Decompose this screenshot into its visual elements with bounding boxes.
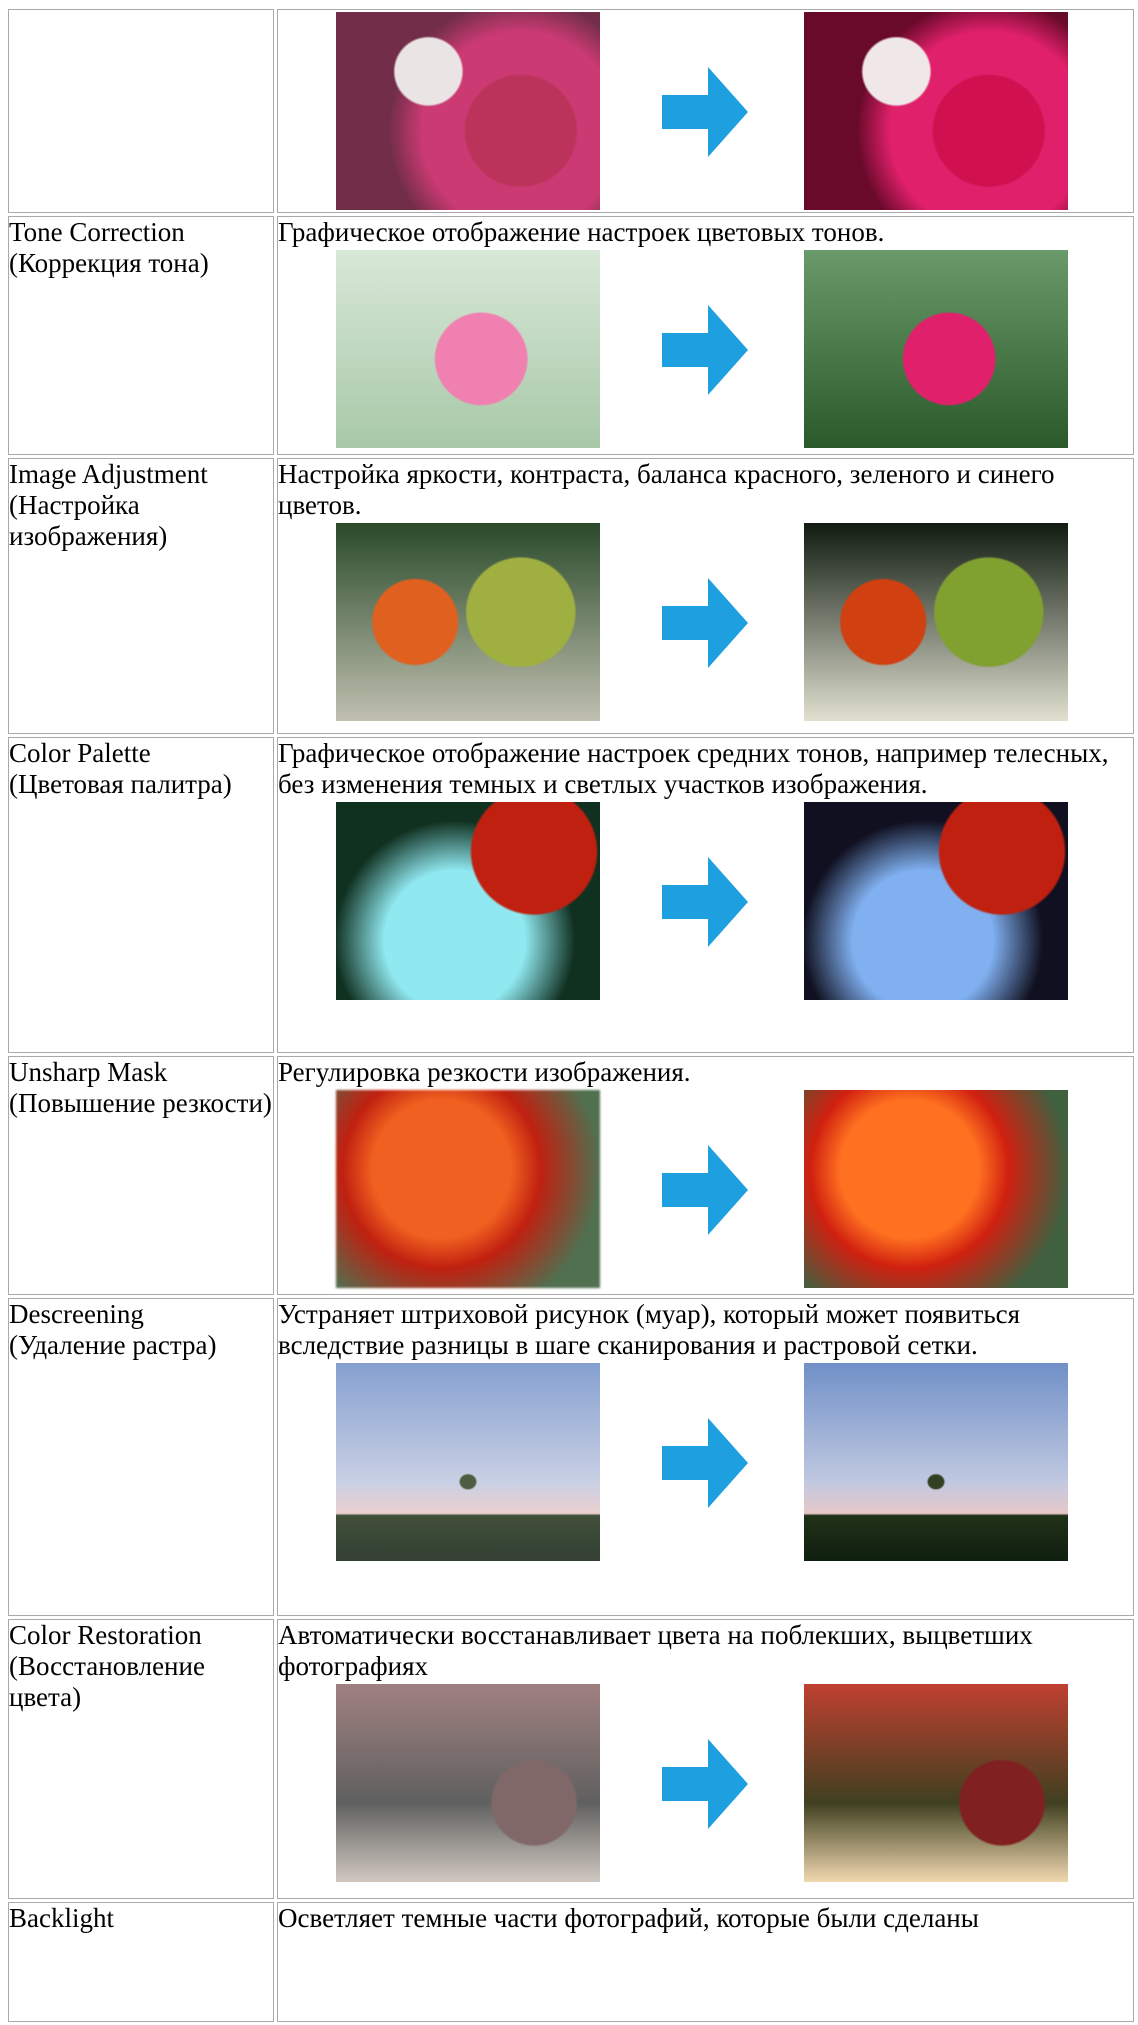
example-images [278,250,1133,450]
photo-after [804,1684,1068,1882]
label-cell: Tone Correction (Коррекция тона) [8,216,274,455]
description-cell: Регулировка резкости изображения. [277,1056,1134,1295]
feature-name: Tone Correction [9,217,185,247]
photo-before [336,802,600,1000]
example-images [278,802,1133,1002]
label-cell [8,9,274,213]
description: Осветляет темные части фотографий, котор… [278,1903,979,1933]
description-cell: Графическое отображение настроек средних… [277,737,1134,1053]
example-images [278,523,1133,723]
table-row: Descreening (Удаление растра) Устраняет шт… [8,1298,1134,1616]
example-images [278,1363,1133,1563]
photo-before [336,523,600,721]
arrow [662,1739,748,1829]
table-row: Backlight Осветляет темные части фотограф… [8,1902,1134,2022]
description-cell: Осветляет темные части фотографий, котор… [277,1902,1134,2022]
photo-after [804,1090,1068,1288]
label-cell: Unsharp Mask (Повышение резкости) [8,1056,274,1295]
feature-name: Backlight [9,1903,114,1933]
feature-name: Image Adjustment [9,459,208,489]
feature-name: Color Restoration [9,1620,202,1650]
feature-name-ru: (Восстановление цвета) [9,1651,205,1712]
description-cell: Графическое отображение настроек цветовы… [277,216,1134,455]
photo-before [336,1363,600,1561]
photo-after [804,1363,1068,1561]
table-row: Color Palette (Цветовая палитра) Графическ… [8,737,1134,1053]
feature-name: Unsharp Mask [9,1057,168,1087]
arrow [662,305,748,395]
table-body: Tone Correction (Коррекция тона) Графическ… [8,9,1134,2022]
arrow [662,1145,748,1235]
description-cell: Автоматически восстанавливает цвета на п… [277,1619,1134,1899]
description: Графическое отображение настроек цветовы… [278,217,885,247]
photo-after [804,12,1068,210]
table-row [8,9,1134,213]
example-images [278,12,1133,212]
example-images [278,1090,1133,1290]
example-images [278,1684,1133,1884]
table-row: Unsharp Mask (Повышение резкости) Регулиро… [8,1056,1134,1295]
photo-after [804,802,1068,1000]
photo-after [804,523,1068,721]
photo-before [336,12,600,210]
page: {"rows": [ {"label": ["Tone Correction",… [0,6,1138,2022]
description-cell: Устраняет штриховой рисунок (муар), кото… [277,1298,1134,1616]
table-row: Image Adjustment (Настройка изображения) Н… [8,458,1134,734]
label-cell: Descreening (Удаление растра) [8,1298,274,1616]
label-cell: Image Adjustment (Настройка изображения) [8,458,274,734]
table-row: Color Restoration (Восстановление цвета) А… [8,1619,1134,1899]
table-row: Tone Correction (Коррекция тона) Графическ… [8,216,1134,455]
feature-name-ru: (Настройка изображения) [9,490,168,551]
feature-name-ru: (Цветовая палитра) [9,769,232,799]
description: Графическое отображение настроек средних… [278,738,1109,799]
arrow [662,1418,748,1508]
feature-name-ru: (Коррекция тона) [9,248,209,278]
feature-table: Tone Correction (Коррекция тона) Графическ… [5,6,1137,2025]
description: Регулировка резкости изображения. [278,1057,691,1087]
description-cell [277,9,1134,213]
description-cell: Настройка яркости, контраста, баланса кр… [277,458,1134,734]
arrow [662,857,748,947]
photo-before [336,250,600,448]
arrow [662,67,748,157]
label-cell: Color Palette (Цветовая палитра) [8,737,274,1053]
arrow [662,578,748,668]
description: Устраняет штриховой рисунок (муар), кото… [278,1299,1021,1360]
description: Автоматически восстанавливает цвета на п… [278,1620,1033,1681]
feature-name: Descreening [9,1299,144,1329]
photo-after [804,250,1068,448]
photo-before [336,1684,600,1882]
description: Настройка яркости, контраста, баланса кр… [278,459,1055,520]
feature-name-ru: (Повышение резкости) [9,1088,272,1118]
label-cell: Backlight [8,1902,274,2022]
feature-name: Color Palette [9,738,151,768]
feature-name-ru: (Удаление растра) [9,1330,217,1360]
photo-before [336,1090,600,1288]
label-cell: Color Restoration (Восстановление цвета) [8,1619,274,1899]
